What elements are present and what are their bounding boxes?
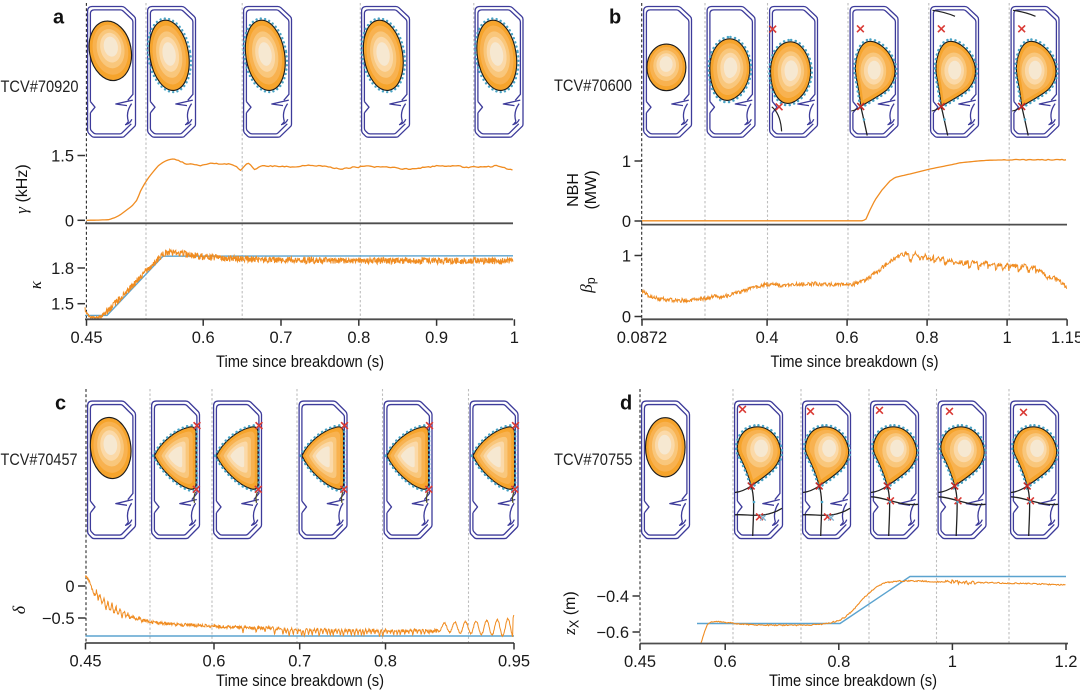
svg-text:0.45: 0.45 bbox=[69, 653, 101, 671]
svg-text:0.8: 0.8 bbox=[347, 329, 370, 347]
svg-text:1: 1 bbox=[1003, 329, 1012, 347]
svg-text:Time since breakdown (s): Time since breakdown (s) bbox=[216, 352, 384, 371]
svg-text:b: b bbox=[609, 7, 621, 29]
svg-text:βp: βp bbox=[577, 277, 598, 293]
svg-text:0: 0 bbox=[65, 212, 74, 230]
svg-text:0.7: 0.7 bbox=[270, 329, 293, 347]
svg-text:δ: δ bbox=[9, 605, 29, 614]
svg-text:TCV#70920: TCV#70920 bbox=[1, 78, 79, 96]
svg-text:a: a bbox=[53, 7, 65, 29]
svg-text:−0.6: −0.6 bbox=[596, 624, 629, 642]
svg-text:0.6: 0.6 bbox=[714, 653, 737, 671]
svg-text:0.4: 0.4 bbox=[756, 329, 779, 347]
svg-text:0.45: 0.45 bbox=[624, 653, 656, 671]
svg-text:0.6: 0.6 bbox=[192, 329, 215, 347]
svg-text:0.6: 0.6 bbox=[836, 329, 859, 347]
svg-text:c: c bbox=[55, 393, 66, 415]
svg-text:1.2: 1.2 bbox=[1055, 653, 1078, 671]
svg-text:0.8: 0.8 bbox=[374, 653, 397, 671]
svg-text:1.15: 1.15 bbox=[1051, 329, 1080, 347]
svg-text:κ: κ bbox=[26, 280, 45, 289]
svg-text:TCV#70600: TCV#70600 bbox=[554, 77, 632, 95]
svg-text:0.8: 0.8 bbox=[827, 653, 850, 671]
svg-text:0.6: 0.6 bbox=[203, 653, 226, 671]
svg-text:0: 0 bbox=[622, 213, 631, 231]
svg-text:0.8: 0.8 bbox=[916, 329, 939, 347]
svg-text:γ (kHz): γ (kHz) bbox=[12, 164, 31, 213]
svg-text:(MW): (MW) bbox=[583, 170, 600, 209]
svg-text:Time since breakdown (s): Time since breakdown (s) bbox=[216, 671, 384, 690]
svg-text:Time since breakdown (s): Time since breakdown (s) bbox=[769, 671, 937, 690]
svg-text:0.45: 0.45 bbox=[70, 329, 102, 347]
svg-text:0: 0 bbox=[622, 309, 631, 327]
svg-text:Time since breakdown (s): Time since breakdown (s) bbox=[771, 352, 939, 371]
svg-text:0.95: 0.95 bbox=[498, 653, 530, 671]
svg-text:−0.4: −0.4 bbox=[596, 588, 629, 606]
svg-text:−0.5: −0.5 bbox=[42, 610, 75, 628]
svg-text:1: 1 bbox=[510, 329, 519, 347]
svg-text:1: 1 bbox=[622, 248, 631, 266]
svg-text:1.5: 1.5 bbox=[51, 148, 74, 166]
svg-text:TCV#70457: TCV#70457 bbox=[1, 451, 78, 469]
svg-text:zX (m): zX (m) bbox=[560, 591, 582, 635]
svg-text:1.8: 1.8 bbox=[51, 260, 74, 278]
svg-text:0.7: 0.7 bbox=[288, 653, 311, 671]
svg-text:1: 1 bbox=[622, 153, 631, 171]
svg-text:0: 0 bbox=[65, 578, 74, 596]
svg-text:1: 1 bbox=[948, 653, 957, 671]
svg-text:0.0872: 0.0872 bbox=[617, 329, 667, 347]
svg-text:d: d bbox=[620, 393, 632, 415]
svg-text:NBH: NBH bbox=[565, 173, 582, 207]
svg-text:1.5: 1.5 bbox=[51, 296, 74, 314]
svg-text:0.9: 0.9 bbox=[425, 329, 448, 347]
svg-text:TCV#70755: TCV#70755 bbox=[554, 451, 633, 469]
